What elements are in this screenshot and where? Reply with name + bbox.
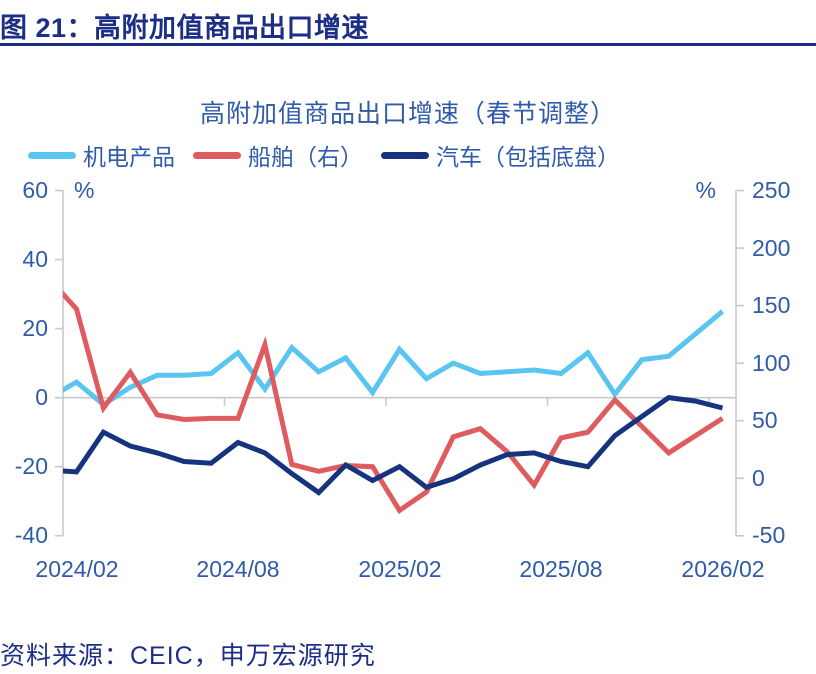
series-line-机电产品 bbox=[63, 309, 725, 408]
line-swatch-red bbox=[193, 151, 241, 159]
line-swatch-navy bbox=[381, 151, 429, 159]
left-axis-tick: 20 bbox=[22, 315, 48, 341]
x-axis-tick: 2026/02 bbox=[681, 556, 765, 582]
left-axis-tick: 40 bbox=[22, 246, 48, 272]
x-axis-tick: 2024/08 bbox=[196, 556, 280, 582]
right-axis-tick: 0 bbox=[752, 465, 765, 491]
data-series bbox=[63, 290, 725, 514]
chart-title: 高附加值商品出口增速（春节调整） bbox=[199, 100, 616, 128]
series-line-汽车（包括底盘） bbox=[63, 394, 724, 496]
chart-legend: 机电产品 船舶（右） 汽车（包括底盘） bbox=[28, 138, 620, 172]
legend-label: 机电产品 bbox=[83, 144, 175, 170]
left-axis-tick: 60 bbox=[22, 177, 48, 203]
axis-lines bbox=[55, 189, 744, 537]
x-axis-tick: 2025/08 bbox=[519, 556, 603, 582]
right-axis-tick: 250 bbox=[752, 177, 791, 203]
legend-label: 汽车（包括底盘） bbox=[436, 144, 620, 170]
source-note: 资料来源：CEIC，申万宏源研究 bbox=[0, 642, 376, 670]
series-line-船舶（右） bbox=[63, 290, 724, 514]
legend-item-jidian: 机电产品 bbox=[28, 138, 175, 172]
right-axis-tick: 100 bbox=[752, 350, 791, 376]
legend-label: 船舶（右） bbox=[248, 144, 363, 170]
figure-header-title: 图 21：高附加值商品出口增速 bbox=[0, 13, 370, 43]
right-axis-tick: 150 bbox=[752, 292, 791, 318]
left-axis-unit: % bbox=[74, 177, 95, 203]
right-axis-unit: % bbox=[695, 177, 716, 203]
right-axis-tick: 200 bbox=[752, 235, 791, 261]
left-axis-tick: -40 bbox=[14, 522, 48, 548]
x-axis-tick: 2024/02 bbox=[35, 556, 119, 582]
x-axis-tick: 2025/02 bbox=[358, 556, 442, 582]
right-axis-tick: -50 bbox=[752, 522, 786, 548]
line-swatch-lightblue bbox=[28, 151, 76, 159]
legend-item-qiche: 汽车（包括底盘） bbox=[381, 138, 620, 172]
right-axis-tick: 50 bbox=[752, 407, 778, 433]
legend-item-chuanbo: 船舶（右） bbox=[193, 138, 363, 172]
left-axis-tick: -20 bbox=[14, 453, 48, 479]
left-axis-tick: 0 bbox=[35, 384, 48, 410]
header-underline bbox=[0, 43, 816, 46]
